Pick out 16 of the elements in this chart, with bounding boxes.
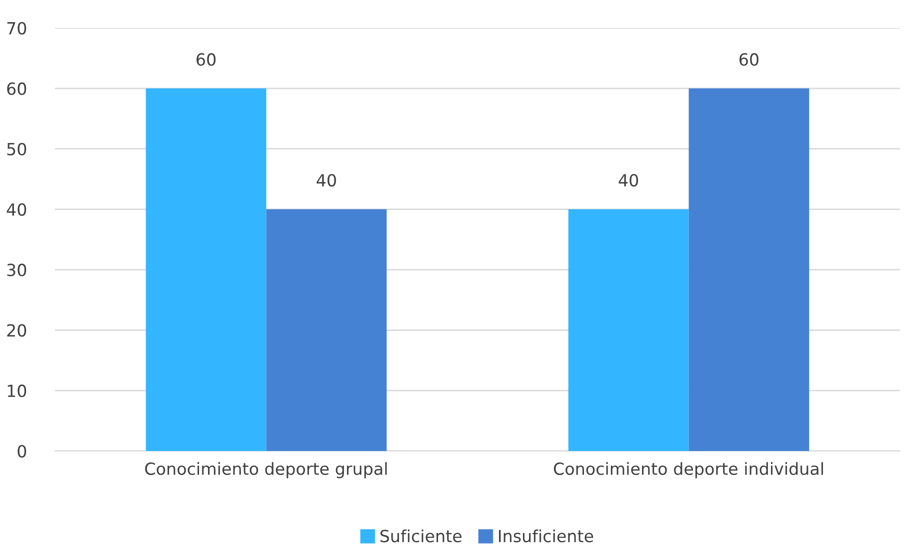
y-tick-label: 50	[7, 142, 26, 156]
x-tick-label: Conocimiento deporte individual	[554, 462, 823, 478]
y-tick-label: 30	[7, 264, 26, 276]
y-tick-label: 40	[6, 203, 26, 216]
x-tick-label: Conocimiento deporte grupal	[145, 462, 387, 478]
legend-label: Suficiente	[380, 529, 462, 542]
data-label: 60	[740, 53, 758, 66]
y-tick-label: 70	[7, 22, 26, 35]
legend-label: Insuficiente	[499, 529, 594, 542]
data-label: 40	[618, 174, 638, 187]
data-label: 40	[316, 174, 336, 187]
y-tick-label: 10	[8, 384, 26, 398]
data-label: 60	[196, 53, 216, 66]
y-tick-label: 20	[7, 324, 26, 337]
y-tick-label: 0	[18, 444, 26, 458]
y-tick-label: 60	[7, 82, 26, 95]
